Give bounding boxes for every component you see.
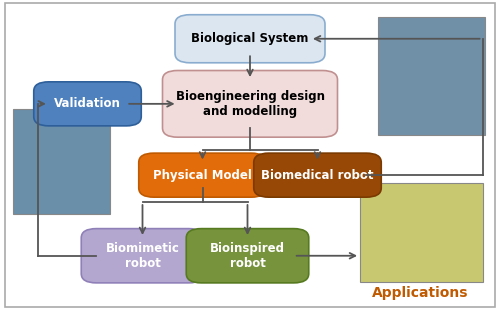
Text: Biomimetic
robot: Biomimetic robot (106, 242, 180, 270)
FancyBboxPatch shape (162, 71, 338, 137)
Text: Physical Model: Physical Model (153, 169, 252, 182)
Text: Biological System: Biological System (192, 32, 308, 45)
FancyBboxPatch shape (186, 229, 308, 283)
FancyBboxPatch shape (12, 108, 110, 214)
Text: Bioengineering design
and modelling: Bioengineering design and modelling (176, 90, 324, 118)
Text: Bioinspired
robot: Bioinspired robot (210, 242, 285, 270)
FancyBboxPatch shape (81, 229, 204, 283)
FancyBboxPatch shape (34, 82, 142, 126)
FancyBboxPatch shape (360, 183, 482, 282)
FancyBboxPatch shape (175, 15, 325, 63)
FancyBboxPatch shape (254, 153, 382, 197)
Text: Biomedical robot: Biomedical robot (261, 169, 374, 182)
FancyBboxPatch shape (138, 153, 266, 197)
FancyBboxPatch shape (378, 17, 485, 135)
Text: Validation: Validation (54, 97, 121, 110)
Text: Applications: Applications (372, 286, 468, 300)
FancyBboxPatch shape (5, 3, 495, 307)
